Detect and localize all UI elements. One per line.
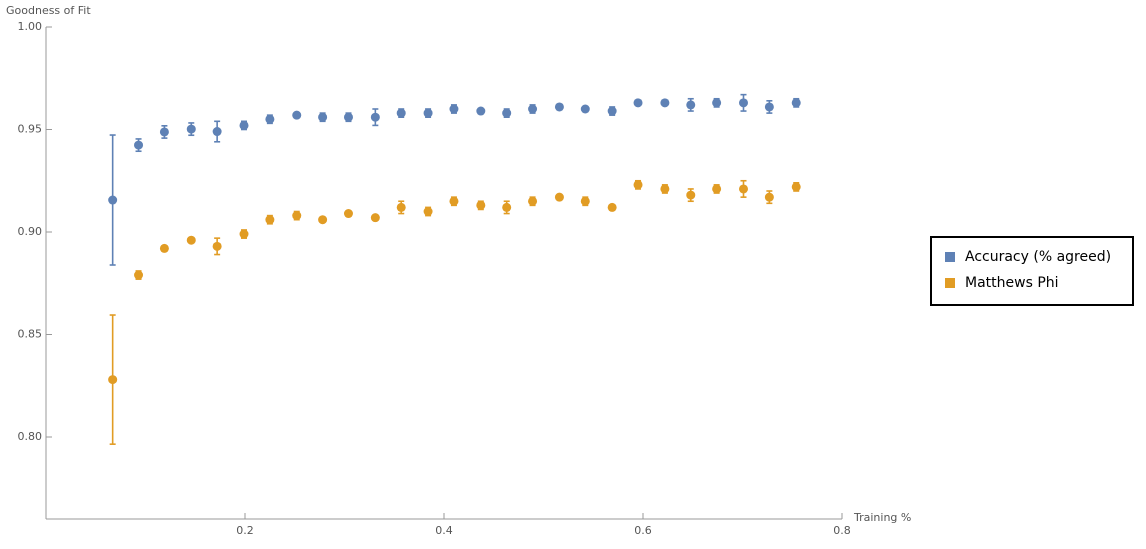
x-tick-label: 0.8: [833, 524, 851, 537]
point: [686, 190, 696, 200]
point: [580, 104, 590, 114]
point: [764, 102, 774, 112]
point: [660, 184, 670, 194]
point: [554, 192, 564, 202]
point: [528, 196, 538, 206]
point: [292, 211, 302, 221]
point: [318, 215, 328, 225]
point: [343, 112, 353, 122]
point: [265, 114, 275, 124]
point: [343, 209, 353, 219]
point: [159, 127, 169, 137]
point: [660, 98, 670, 108]
x-tick-label: 0.4: [435, 524, 453, 537]
legend-label: Matthews Phi: [965, 275, 1059, 291]
point: [449, 196, 459, 206]
point: [633, 98, 643, 108]
y-tick-label: 0.95: [18, 123, 43, 136]
point: [607, 106, 617, 116]
y-tick-label: 0.85: [18, 328, 43, 341]
point: [712, 98, 722, 108]
x-tick-label: 0.2: [236, 524, 254, 537]
point: [134, 140, 144, 150]
point: [239, 229, 249, 239]
point: [239, 120, 249, 130]
y-tick-label: 0.80: [18, 430, 43, 443]
point: [212, 241, 222, 251]
point: [318, 112, 328, 122]
point: [370, 213, 380, 223]
legend: Accuracy (% agreed) Matthews Phi: [930, 236, 1134, 306]
y-axis-label: Goodness of Fit: [6, 4, 91, 17]
point: [108, 375, 118, 385]
point: [423, 108, 433, 118]
legend-box: [930, 236, 1134, 306]
point: [502, 108, 512, 118]
point: [633, 180, 643, 190]
point: [134, 270, 144, 280]
point: [423, 207, 433, 216]
point: [764, 192, 774, 202]
point: [396, 202, 406, 212]
legend-label: Accuracy (% agreed): [965, 249, 1111, 265]
x-tick-label: 0.6: [634, 524, 652, 537]
point: [791, 182, 801, 192]
x-axis-label: Training %: [853, 511, 911, 524]
point: [265, 215, 275, 225]
point: [738, 98, 748, 108]
point: [370, 112, 380, 122]
point: [396, 108, 406, 118]
point: [528, 104, 538, 114]
point: [738, 184, 748, 194]
legend-swatch: [945, 278, 955, 288]
point: [554, 102, 564, 112]
point: [476, 106, 486, 116]
point: [476, 200, 486, 210]
point: [212, 127, 222, 137]
point: [580, 196, 590, 206]
point: [449, 104, 459, 114]
point: [292, 110, 302, 120]
point: [108, 195, 118, 205]
point: [186, 235, 196, 245]
legend-swatch: [945, 252, 955, 262]
y-tick-label: 0.90: [18, 225, 43, 238]
point: [686, 100, 696, 110]
point: [159, 243, 169, 253]
point: [502, 202, 512, 212]
point: [607, 202, 617, 212]
point: [791, 98, 801, 108]
point: [186, 124, 196, 134]
point: [712, 184, 722, 194]
y-tick-label: 1.00: [18, 20, 43, 33]
